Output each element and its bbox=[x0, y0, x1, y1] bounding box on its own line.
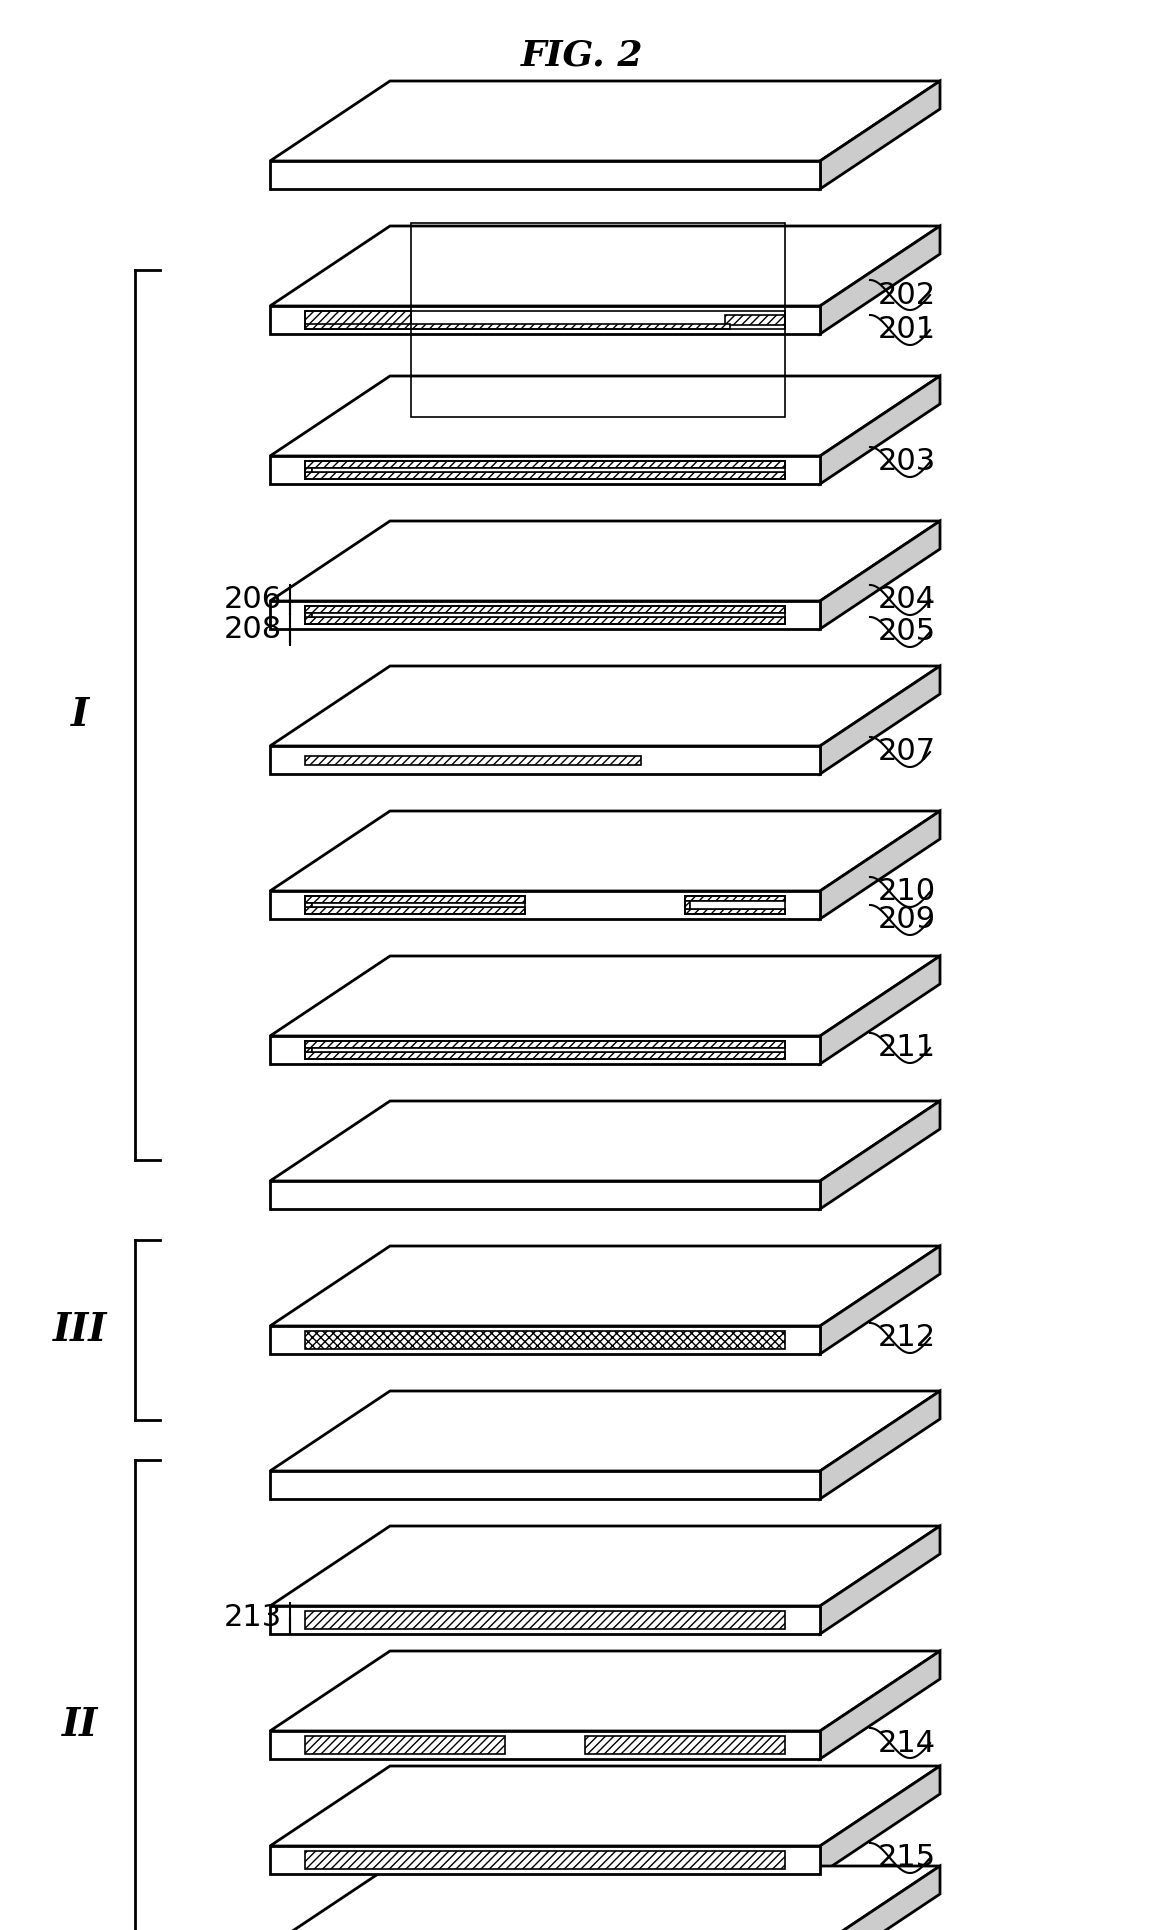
Polygon shape bbox=[305, 606, 785, 614]
Polygon shape bbox=[305, 1612, 785, 1629]
Polygon shape bbox=[820, 1766, 940, 1874]
Polygon shape bbox=[270, 160, 820, 189]
Polygon shape bbox=[305, 473, 785, 479]
Polygon shape bbox=[312, 467, 805, 473]
Polygon shape bbox=[270, 307, 820, 334]
Polygon shape bbox=[270, 1527, 940, 1606]
Polygon shape bbox=[270, 455, 820, 484]
Polygon shape bbox=[270, 1247, 940, 1326]
Polygon shape bbox=[690, 901, 805, 909]
Polygon shape bbox=[305, 1040, 785, 1048]
Text: 209: 209 bbox=[878, 905, 936, 934]
Polygon shape bbox=[270, 521, 940, 600]
Polygon shape bbox=[305, 896, 525, 915]
Polygon shape bbox=[270, 1845, 820, 1874]
Polygon shape bbox=[270, 81, 940, 160]
Polygon shape bbox=[305, 1851, 785, 1868]
Text: II: II bbox=[62, 1706, 98, 1745]
Polygon shape bbox=[305, 618, 785, 623]
Text: 207: 207 bbox=[878, 737, 936, 766]
Text: 203: 203 bbox=[878, 448, 936, 477]
Polygon shape bbox=[270, 1100, 940, 1181]
Polygon shape bbox=[305, 467, 312, 473]
Polygon shape bbox=[820, 811, 940, 919]
Polygon shape bbox=[685, 909, 785, 915]
Polygon shape bbox=[270, 1471, 820, 1500]
Text: 215: 215 bbox=[878, 1843, 936, 1872]
Polygon shape bbox=[305, 1332, 785, 1349]
Polygon shape bbox=[585, 1735, 785, 1754]
Polygon shape bbox=[270, 1326, 820, 1355]
Polygon shape bbox=[820, 376, 940, 484]
Polygon shape bbox=[685, 901, 690, 909]
Text: 212: 212 bbox=[878, 1324, 936, 1353]
Polygon shape bbox=[305, 903, 312, 907]
Polygon shape bbox=[270, 1766, 940, 1845]
Polygon shape bbox=[685, 896, 785, 901]
Polygon shape bbox=[305, 907, 525, 915]
Polygon shape bbox=[305, 461, 785, 479]
Polygon shape bbox=[270, 1731, 820, 1758]
Polygon shape bbox=[820, 1100, 940, 1208]
Polygon shape bbox=[305, 1735, 505, 1754]
Polygon shape bbox=[820, 955, 940, 1063]
Polygon shape bbox=[270, 1650, 940, 1731]
Polygon shape bbox=[725, 315, 785, 324]
Text: 213: 213 bbox=[223, 1604, 281, 1633]
Polygon shape bbox=[820, 666, 940, 774]
Polygon shape bbox=[305, 1040, 785, 1060]
Text: 202: 202 bbox=[878, 280, 936, 309]
Polygon shape bbox=[270, 600, 820, 629]
Polygon shape bbox=[305, 614, 312, 618]
Text: I: I bbox=[71, 697, 90, 733]
Polygon shape bbox=[270, 1181, 820, 1208]
Text: 214: 214 bbox=[878, 1729, 936, 1758]
Polygon shape bbox=[305, 311, 411, 328]
Polygon shape bbox=[820, 1527, 940, 1635]
Text: 206: 206 bbox=[223, 585, 281, 614]
Polygon shape bbox=[305, 606, 785, 623]
Polygon shape bbox=[270, 811, 940, 892]
Polygon shape bbox=[305, 1048, 312, 1052]
Text: 208: 208 bbox=[223, 616, 281, 645]
Polygon shape bbox=[270, 226, 940, 307]
Text: III: III bbox=[52, 1310, 107, 1349]
Polygon shape bbox=[820, 81, 940, 189]
Polygon shape bbox=[305, 896, 525, 903]
Polygon shape bbox=[305, 1052, 785, 1060]
Text: 210: 210 bbox=[878, 878, 936, 907]
Polygon shape bbox=[270, 747, 820, 774]
Polygon shape bbox=[820, 521, 940, 629]
Polygon shape bbox=[305, 324, 730, 328]
Text: 205: 205 bbox=[878, 618, 936, 647]
Polygon shape bbox=[312, 614, 805, 618]
Polygon shape bbox=[270, 1392, 940, 1471]
Polygon shape bbox=[270, 1866, 940, 1930]
Polygon shape bbox=[820, 1392, 940, 1500]
Polygon shape bbox=[305, 461, 785, 467]
Polygon shape bbox=[270, 666, 940, 747]
Polygon shape bbox=[820, 1866, 940, 1930]
Polygon shape bbox=[270, 892, 820, 919]
Polygon shape bbox=[312, 1048, 805, 1052]
Polygon shape bbox=[305, 755, 641, 764]
Polygon shape bbox=[312, 903, 545, 907]
Polygon shape bbox=[820, 1247, 940, 1355]
Polygon shape bbox=[685, 896, 785, 915]
Text: 204: 204 bbox=[878, 585, 936, 614]
Polygon shape bbox=[270, 1036, 820, 1063]
Polygon shape bbox=[820, 226, 940, 334]
Polygon shape bbox=[270, 955, 940, 1036]
Text: FIG. 2: FIG. 2 bbox=[521, 39, 643, 71]
Polygon shape bbox=[270, 376, 940, 455]
Text: 201: 201 bbox=[878, 315, 936, 344]
Polygon shape bbox=[270, 1606, 820, 1635]
Polygon shape bbox=[820, 1650, 940, 1758]
Text: 211: 211 bbox=[878, 1033, 936, 1063]
